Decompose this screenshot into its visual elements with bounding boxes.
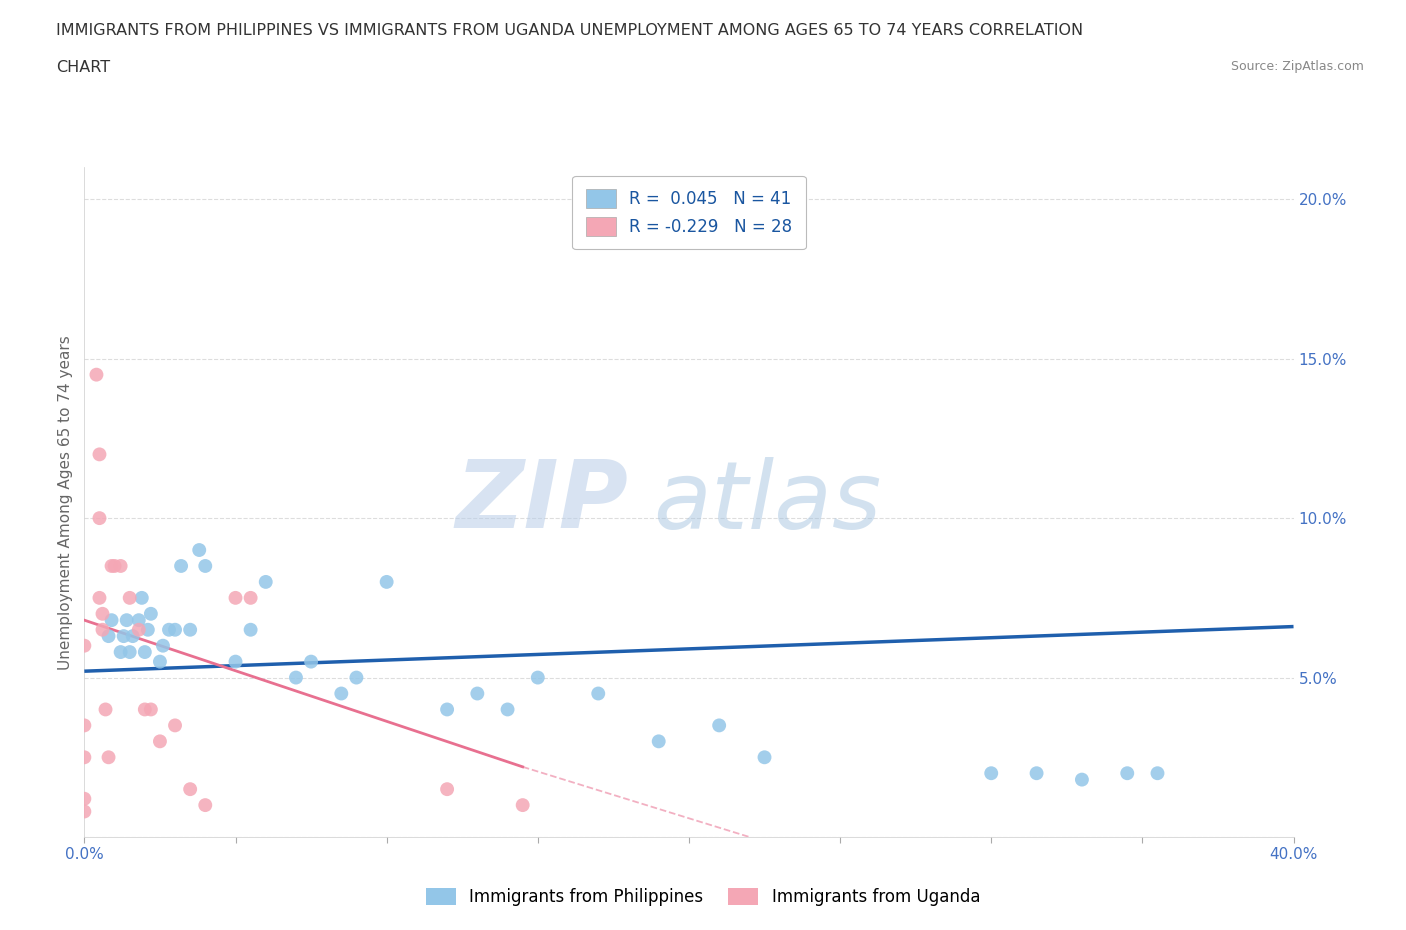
Y-axis label: Unemployment Among Ages 65 to 74 years: Unemployment Among Ages 65 to 74 years — [58, 335, 73, 670]
Point — [100, 613, 122, 628]
Point — [225, 591, 247, 605]
Point — [131, 591, 153, 605]
Point — [299, 654, 322, 669]
Point — [134, 644, 156, 659]
Point — [179, 782, 201, 797]
Point — [73, 804, 96, 819]
Point — [754, 750, 776, 764]
Point — [73, 791, 96, 806]
Point — [100, 559, 122, 574]
Point — [709, 718, 731, 733]
Point — [89, 447, 111, 462]
Point — [436, 702, 458, 717]
Point — [73, 718, 96, 733]
Legend: R =  0.045   N = 41, R = -0.229   N = 28: R = 0.045 N = 41, R = -0.229 N = 28 — [572, 176, 806, 249]
Point — [1146, 765, 1168, 780]
Text: ZIP: ZIP — [456, 457, 628, 548]
Point — [188, 542, 211, 557]
Point — [110, 559, 132, 574]
Point — [139, 702, 162, 717]
Point — [254, 575, 277, 590]
Point — [170, 559, 193, 574]
Point — [128, 613, 150, 628]
Point — [239, 622, 262, 637]
Point — [73, 750, 96, 764]
Point — [225, 654, 247, 669]
Point — [980, 765, 1002, 780]
Point — [91, 622, 114, 637]
Point — [157, 622, 180, 637]
Point — [139, 606, 162, 621]
Point — [467, 686, 489, 701]
Point — [647, 734, 671, 749]
Point — [1025, 765, 1047, 780]
Point — [136, 622, 159, 637]
Point — [86, 367, 108, 382]
Point — [94, 702, 117, 717]
Point — [496, 702, 519, 717]
Point — [526, 671, 548, 685]
Point — [97, 750, 120, 764]
Point — [346, 671, 368, 685]
Point — [115, 613, 138, 628]
Point — [163, 622, 186, 637]
Point — [284, 671, 308, 685]
Point — [239, 591, 262, 605]
Point — [128, 622, 150, 637]
Point — [118, 591, 141, 605]
Point — [179, 622, 201, 637]
Point — [194, 798, 217, 813]
Text: CHART: CHART — [56, 60, 110, 75]
Text: atlas: atlas — [652, 457, 882, 548]
Text: IMMIGRANTS FROM PHILIPPINES VS IMMIGRANTS FROM UGANDA UNEMPLOYMENT AMONG AGES 65: IMMIGRANTS FROM PHILIPPINES VS IMMIGRANT… — [56, 23, 1084, 38]
Point — [73, 638, 96, 653]
Point — [97, 629, 120, 644]
Legend: Immigrants from Philippines, Immigrants from Uganda: Immigrants from Philippines, Immigrants … — [419, 881, 987, 912]
Point — [112, 629, 135, 644]
Point — [588, 686, 610, 701]
Point — [1116, 765, 1139, 780]
Point — [121, 629, 143, 644]
Point — [152, 638, 174, 653]
Point — [149, 654, 172, 669]
Point — [134, 702, 156, 717]
Point — [89, 591, 111, 605]
Point — [91, 606, 114, 621]
Text: Source: ZipAtlas.com: Source: ZipAtlas.com — [1230, 60, 1364, 73]
Point — [194, 559, 217, 574]
Point — [163, 718, 186, 733]
Point — [436, 782, 458, 797]
Point — [149, 734, 172, 749]
Point — [375, 575, 398, 590]
Point — [1071, 772, 1094, 787]
Point — [118, 644, 141, 659]
Point — [330, 686, 353, 701]
Point — [104, 559, 127, 574]
Point — [512, 798, 534, 813]
Point — [110, 644, 132, 659]
Point — [89, 511, 111, 525]
